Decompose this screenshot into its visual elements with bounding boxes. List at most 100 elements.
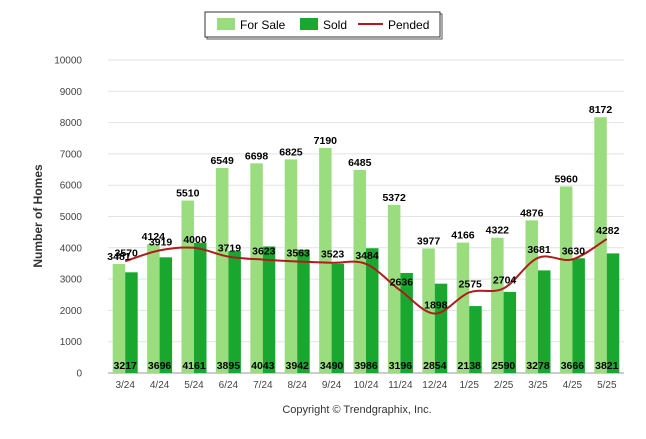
x-tick-label: 9/24 [322, 380, 342, 391]
data-label-pended: 2575 [459, 278, 483, 290]
data-label-sold: 4043 [251, 360, 275, 372]
bar-for-sale [215, 168, 229, 373]
bar-for-sale [250, 163, 263, 373]
x-tick-label: 5/25 [597, 380, 617, 391]
data-label-for-sale: 4322 [486, 225, 510, 237]
data-label-pended: 3523 [321, 249, 345, 261]
bar-sold [159, 257, 173, 373]
data-label-pended: 3681 [527, 244, 551, 256]
bar-for-sale [491, 237, 504, 373]
data-label-sold: 4161 [182, 360, 206, 372]
bar-for-sale [559, 186, 573, 373]
x-tick-label: 8/24 [287, 380, 307, 391]
legend-label-for-sale: For Sale [240, 18, 286, 32]
copyright-text: Copyright © Trendgraphix, Inc. [282, 404, 431, 416]
x-tick-label: 3/25 [528, 380, 548, 391]
x-tick-label: 11/24 [388, 380, 413, 391]
data-label-for-sale: 4124 [142, 231, 166, 243]
data-label-for-sale: 6549 [210, 155, 234, 167]
data-label-sold: 3217 [114, 360, 138, 372]
data-label-for-sale: 3481 [107, 251, 131, 263]
bar-sold [331, 263, 345, 373]
x-tick-label: 7/24 [253, 380, 273, 391]
data-label-pended: 3630 [562, 245, 586, 257]
y-tick-label: 3000 [60, 275, 83, 286]
data-label-sold: 2138 [458, 360, 482, 372]
bar-for-sale [147, 243, 160, 373]
bar-sold [366, 248, 379, 373]
data-label-sold: 3986 [354, 360, 378, 372]
bar-for-sale [181, 200, 194, 373]
y-tick-labels: 0 1000 2000 3000 4000 5000 6000 7000 8000 9000 100… [54, 56, 82, 380]
bar-for-sale [422, 248, 435, 373]
x-tick-labels: 3/24 4/24 5/24 6/24 7/24 8/24 9/24 10/24 11/24 12… [115, 380, 617, 391]
bar-sold [194, 242, 207, 373]
bar-sold [125, 272, 138, 373]
data-label-for-sale: 4876 [520, 207, 544, 219]
data-label-sold: 3196 [389, 360, 413, 372]
bar-sold [538, 270, 551, 373]
data-label-pended: 2704 [493, 274, 517, 286]
data-label-for-sale: 6825 [279, 146, 303, 158]
y-axis-title: Number of Homes [31, 164, 45, 268]
legend-swatch-sold [300, 18, 318, 30]
bar-sold [434, 283, 448, 373]
data-label-pended: 3570 [115, 247, 139, 259]
data-label-sold: 3942 [286, 360, 310, 372]
data-label-for-sale: 5510 [176, 188, 200, 200]
data-label-for-sale: 6485 [348, 157, 372, 169]
data-label-pended: 3719 [218, 243, 242, 255]
data-label-sold: 2854 [423, 360, 447, 372]
data-labels: 3481 3217 4124 3696 5510 4161 6549 3895 6698 4043… [107, 104, 619, 372]
data-label-sold: 3666 [561, 360, 585, 372]
bar-for-sale [112, 264, 126, 373]
bar-for-sale [594, 117, 607, 373]
data-label-for-sale: 5372 [382, 192, 406, 204]
y-tick-label: 6000 [60, 181, 83, 192]
y-tick-label: 5000 [60, 212, 83, 223]
data-label-sold: 3895 [217, 360, 241, 372]
y-tick-label: 10000 [54, 56, 82, 67]
bar-sold [228, 251, 241, 373]
bar-sold [469, 306, 482, 373]
data-label-sold: 3696 [148, 360, 172, 372]
bar-sold [606, 253, 620, 373]
data-label-pended: 2636 [390, 276, 414, 288]
y-tick-label: 9000 [60, 87, 83, 98]
bar-for-sale [284, 159, 298, 373]
data-label-sold: 3278 [526, 360, 550, 372]
bar-for-sale [353, 170, 366, 373]
x-tick-label: 4/25 [563, 380, 583, 391]
x-tick-label: 5/24 [184, 380, 204, 391]
bar-for-sale [456, 242, 470, 373]
data-label-for-sale: 4166 [451, 230, 475, 242]
y-tick-label: 0 [76, 369, 82, 380]
x-tick-label: 12/24 [422, 380, 447, 391]
data-label-for-sale: 6698 [245, 150, 269, 162]
y-tick-label: 8000 [60, 118, 83, 129]
data-label-for-sale: 7190 [314, 135, 338, 147]
bars [112, 117, 620, 373]
bar-for-sale [387, 204, 401, 373]
data-label-pended: 4282 [596, 225, 620, 237]
data-label-pended: 1898 [424, 300, 448, 312]
bar-sold [503, 291, 517, 373]
legend-label-pended: Pended [388, 18, 429, 32]
pended-line-path [124, 238, 608, 315]
legend: For Sale Sold Pended [204, 11, 443, 40]
x-tick-label: 10/24 [353, 380, 378, 391]
y-tick-label: 4000 [60, 243, 83, 254]
data-label-pended: 3484 [355, 250, 379, 262]
x-tick-label: 3/24 [115, 380, 135, 391]
data-label-pended: 3623 [252, 246, 276, 258]
y-tick-label: 2000 [60, 306, 83, 317]
x-tick-label: 4/24 [150, 380, 170, 391]
legend-label-sold: Sold [323, 18, 347, 32]
bar-sold [262, 246, 276, 373]
y-tick-label: 1000 [60, 337, 83, 348]
data-label-pended: 3919 [149, 236, 173, 248]
pended-line [124, 238, 608, 315]
data-label-sold: 3490 [320, 360, 344, 372]
